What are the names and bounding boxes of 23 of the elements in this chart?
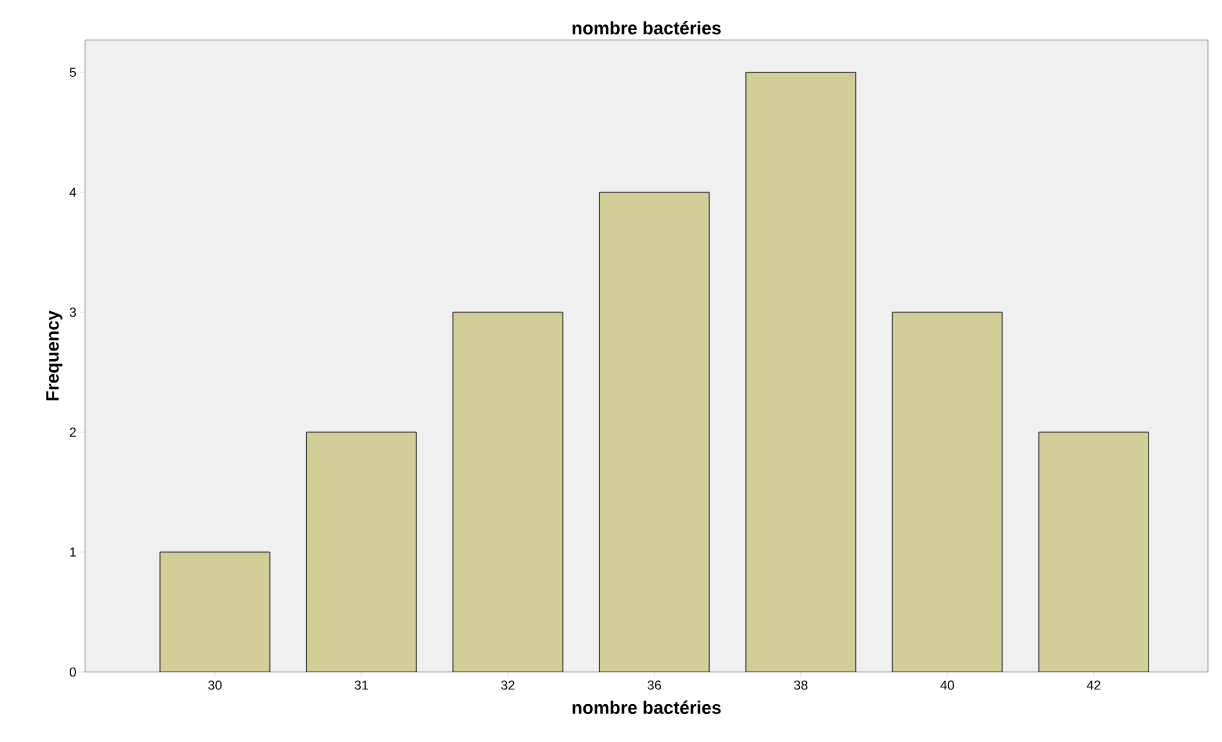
x-tick-label: 40	[940, 680, 954, 690]
x-tick-label: 30	[208, 680, 222, 690]
x-axis-title: nombre bactéries	[572, 700, 721, 714]
x-tick-label: 32	[501, 680, 515, 690]
y-axis-title: Frequency	[46, 310, 63, 401]
bar	[598, 191, 710, 672]
bar	[745, 71, 857, 672]
y-tick-label: 2	[69, 427, 76, 437]
x-tick-label: 36	[647, 680, 661, 690]
bar	[891, 311, 1003, 672]
bar	[160, 552, 270, 672]
bar	[306, 431, 417, 672]
x-tick-label: 31	[354, 680, 368, 690]
y-tick-label: 4	[69, 187, 77, 197]
y-tick-label: 5	[69, 67, 76, 77]
y-tick-label: 0	[69, 667, 76, 677]
bar	[1038, 431, 1150, 672]
x-tick-label: 38	[794, 680, 808, 690]
y-tick-label: 1	[70, 547, 76, 557]
bar	[452, 311, 564, 672]
x-tick-label: 42	[1086, 680, 1101, 690]
y-tick-label: 3	[69, 307, 76, 317]
chart-title: nombre bactéries	[572, 21, 721, 35]
